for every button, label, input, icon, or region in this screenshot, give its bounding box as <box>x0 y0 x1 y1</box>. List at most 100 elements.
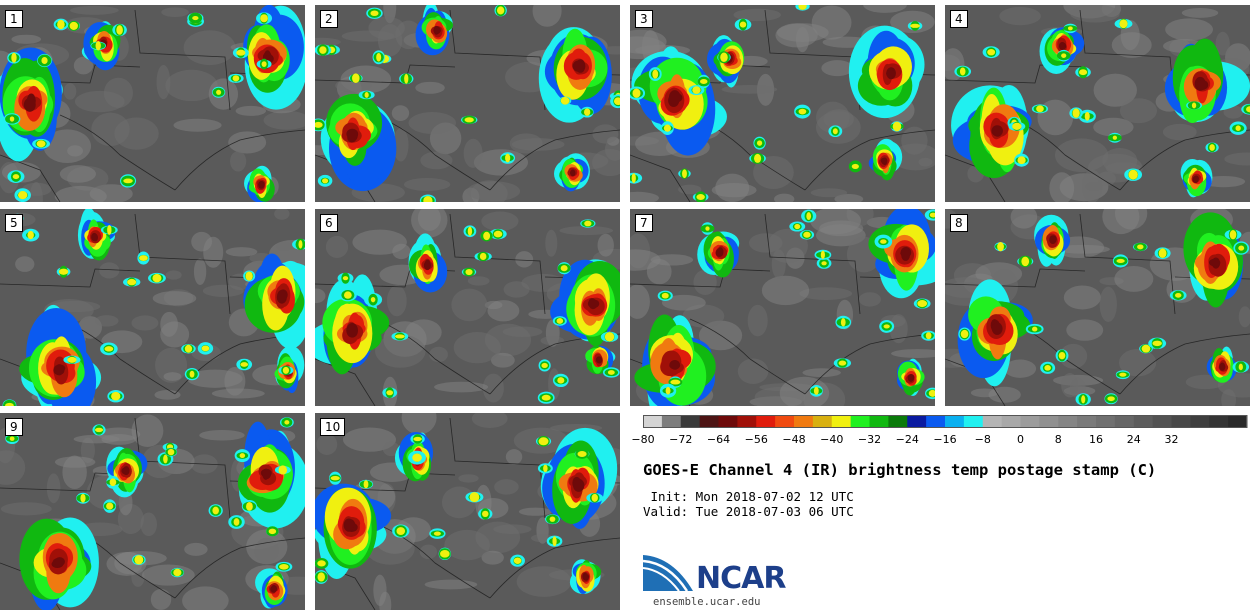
cloud-texture <box>532 5 562 27</box>
cloud-texture <box>559 226 614 236</box>
ir-imagery-map <box>630 5 935 202</box>
colorbar-tick-label: −8 <box>974 433 991 446</box>
cloud-top-contour <box>386 390 394 396</box>
colorbar-tick-label: −64 <box>706 433 731 446</box>
cloud-texture <box>858 292 881 307</box>
map-boundary-line <box>630 154 691 202</box>
cloud-texture <box>901 126 928 155</box>
colorbar-tick-label: −48 <box>782 433 806 446</box>
colorbar-swatch <box>661 415 682 428</box>
cloud-texture <box>173 118 222 132</box>
colorbar-swatch <box>926 415 946 428</box>
cloud-top-contour <box>54 557 65 567</box>
cloud-texture <box>774 193 795 202</box>
cloud-top-contour <box>739 21 747 28</box>
colorbar-border <box>643 415 1247 428</box>
cloud-top-contour <box>901 249 910 261</box>
cloud-top-contour <box>433 531 441 536</box>
ensemble-member-panel: 6 <box>315 209 620 406</box>
cloud-texture <box>140 512 157 537</box>
cloud-texture <box>15 256 35 272</box>
cloud-top-contour <box>440 550 450 558</box>
ncar-logo-text: NCAR <box>696 561 786 596</box>
cloud-top-contour <box>404 73 409 84</box>
colorbar-swatch <box>945 415 965 428</box>
cloud-top-contour <box>705 226 710 231</box>
member-number: 3 <box>635 10 653 28</box>
cloud-top-contour <box>1081 395 1086 404</box>
member-number: 6 <box>320 214 338 232</box>
cloud-top-contour <box>1246 106 1250 113</box>
map-boundary-line <box>804 129 935 191</box>
cloud-texture <box>401 413 437 435</box>
cloud-top-contour <box>821 261 827 266</box>
colorbar-tick-label: 8 <box>1054 433 1062 446</box>
cloud-top-contour <box>987 48 996 56</box>
cloud-texture <box>453 332 501 364</box>
map-boundary-line <box>315 358 376 406</box>
colorbar-tick-label: −40 <box>820 433 844 446</box>
cloud-texture <box>386 285 407 317</box>
cloud-texture <box>1215 31 1230 56</box>
map-boundary-line <box>134 9 231 111</box>
cloud-texture <box>1181 8 1219 18</box>
cloud-top-contour <box>363 480 369 489</box>
ensemble-member-panel: 8 <box>945 209 1250 406</box>
cloud-top-contour <box>696 194 705 201</box>
map-boundary-line <box>1119 333 1250 395</box>
cloud-texture <box>1238 306 1250 328</box>
cloud-top-contour <box>631 173 636 184</box>
member-number: 1 <box>5 10 23 28</box>
cloud-top-contour <box>212 506 219 515</box>
cloud-texture <box>811 5 852 40</box>
cloud-texture <box>795 27 810 53</box>
cloud-top-contour <box>798 108 807 115</box>
cloud-top-contour <box>997 241 1004 252</box>
cloud-texture <box>183 30 236 66</box>
cloud-top-contour <box>692 86 701 94</box>
cloud-texture <box>693 269 717 295</box>
cloud-top-contour <box>482 510 489 518</box>
map-boundary-line <box>134 417 231 519</box>
cloud-top-contour <box>1061 53 1067 58</box>
cloud-top-contour <box>1012 122 1022 130</box>
cloud-top-contour <box>584 220 592 227</box>
cloud-texture <box>451 288 488 322</box>
cloud-top-contour <box>1137 244 1144 250</box>
ir-imagery-map <box>945 5 1250 202</box>
cloud-top-contour <box>1049 235 1056 243</box>
colorbar-swatch <box>1077 415 1097 428</box>
cloud-top-contour <box>883 324 890 329</box>
cloud-texture <box>747 304 768 337</box>
cloud-texture <box>94 315 119 327</box>
cloud-texture <box>230 151 247 172</box>
cloud-top-contour <box>1032 326 1038 332</box>
cloud-top-contour <box>1017 156 1026 165</box>
cloud-texture <box>1097 171 1116 186</box>
cloud-top-contour <box>1158 248 1167 259</box>
cloud-top-contour <box>396 527 406 536</box>
cloud-top-contour <box>279 563 289 570</box>
cloud-top-contour <box>1238 245 1245 251</box>
cloud-top-contour <box>754 153 762 163</box>
cloud-top-contour <box>111 391 121 401</box>
colorbar-tick-label: −80 <box>631 433 655 446</box>
cloud-top-contour <box>92 233 99 242</box>
cloud-texture <box>382 441 400 457</box>
cloud-top-contour <box>189 370 195 378</box>
cloud-texture <box>391 105 410 121</box>
cloud-top-contour <box>271 584 277 593</box>
map-boundary-line <box>374 114 491 191</box>
cloud-top-contour <box>261 61 267 67</box>
cloud-texture <box>59 165 96 183</box>
colorbar-tick-label: 32 <box>1164 433 1179 446</box>
cloud-texture <box>1099 286 1117 323</box>
ir-imagery-map <box>0 5 305 202</box>
cloud-top-contour <box>929 212 935 218</box>
cloud-texture <box>1202 175 1246 188</box>
cloud-top-contour <box>960 329 969 339</box>
member-number: 5 <box>5 214 23 232</box>
map-boundary-line <box>630 268 771 288</box>
cloud-top-contour <box>513 557 522 564</box>
cloud-top-contour <box>840 318 846 327</box>
